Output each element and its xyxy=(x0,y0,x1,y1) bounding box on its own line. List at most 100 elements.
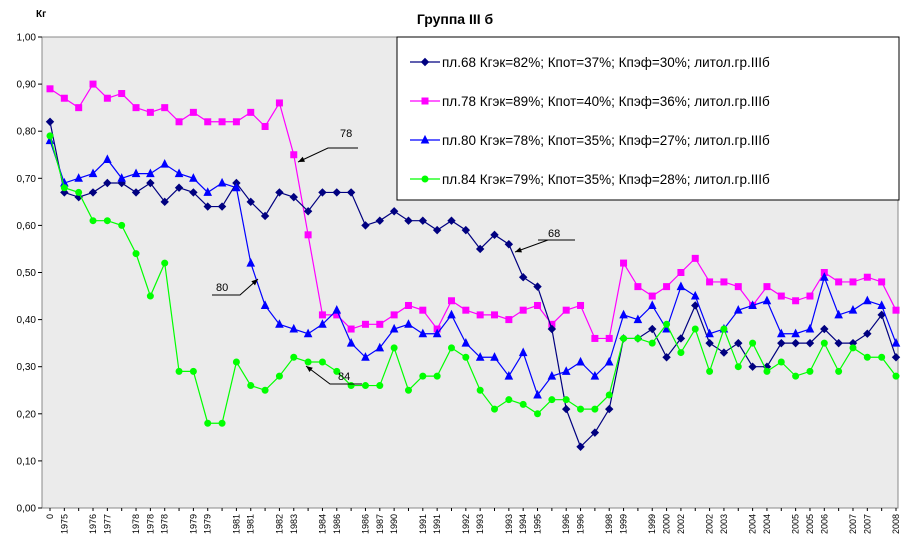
marker xyxy=(561,366,571,375)
marker xyxy=(247,108,255,116)
x-tick-label: 1991 xyxy=(432,514,442,534)
marker xyxy=(891,353,901,362)
marker xyxy=(217,202,227,211)
marker xyxy=(118,90,126,98)
marker xyxy=(232,118,240,126)
marker xyxy=(75,188,83,196)
marker xyxy=(648,292,656,300)
marker xyxy=(591,405,599,413)
marker xyxy=(433,372,441,380)
marker xyxy=(89,217,97,225)
marker xyxy=(835,278,843,286)
marker xyxy=(749,339,757,347)
series-line xyxy=(49,140,897,397)
x-tick-label: 1991 xyxy=(418,514,428,534)
marker xyxy=(505,316,513,324)
x-tick-label: 1999 xyxy=(647,514,657,534)
marker xyxy=(534,410,542,418)
marker xyxy=(45,117,55,126)
marker xyxy=(663,320,671,328)
y-tick-label: 0,10 xyxy=(17,456,37,467)
marker xyxy=(462,306,470,314)
x-tick-label: 2004 xyxy=(748,514,758,534)
marker xyxy=(662,353,671,362)
marker xyxy=(734,283,742,291)
annotation-arrowhead xyxy=(306,366,313,373)
marker xyxy=(232,182,241,192)
marker xyxy=(878,278,886,286)
marker xyxy=(203,187,213,196)
marker xyxy=(375,342,385,352)
y-tick-label: 0,30 xyxy=(17,362,37,373)
marker xyxy=(519,306,527,314)
marker xyxy=(776,328,786,338)
marker xyxy=(519,400,527,408)
x-tick-label: 1981 xyxy=(231,514,241,534)
marker xyxy=(346,188,356,197)
marker xyxy=(590,371,600,380)
marker xyxy=(303,207,313,216)
legend-box xyxy=(396,36,900,201)
marker xyxy=(161,259,169,267)
marker xyxy=(117,173,127,182)
annotation-arrowhead xyxy=(251,279,258,286)
marker xyxy=(705,328,714,338)
marker xyxy=(505,396,513,404)
legend-label: пл.80 Кгэк=78%; Кпот=35%; Кпэф=27%; лито… xyxy=(442,133,770,148)
marker xyxy=(204,118,212,126)
annotation: 78 xyxy=(340,128,352,140)
annotation-leader xyxy=(305,365,362,385)
marker xyxy=(46,132,54,140)
marker xyxy=(88,168,98,178)
marker xyxy=(576,442,585,451)
marker xyxy=(705,338,714,348)
marker xyxy=(447,297,455,305)
y-tick-label: 0,50 xyxy=(17,268,37,279)
marker xyxy=(318,358,326,366)
marker xyxy=(605,404,614,414)
x-tick-label: 1982 xyxy=(274,514,284,534)
marker xyxy=(375,216,385,225)
marker xyxy=(175,367,183,375)
x-tick-label: 2000 xyxy=(662,514,672,534)
marker xyxy=(432,328,442,338)
marker xyxy=(863,329,872,338)
marker xyxy=(390,311,398,319)
marker xyxy=(261,122,269,130)
marker xyxy=(189,188,198,197)
marker xyxy=(834,309,843,319)
marker xyxy=(763,283,771,291)
marker xyxy=(663,283,671,291)
marker xyxy=(146,108,154,116)
marker xyxy=(160,197,169,207)
marker xyxy=(421,175,429,183)
x-tick-label: 2003 xyxy=(719,514,729,534)
marker xyxy=(834,338,843,348)
x-tick-label: 1975 xyxy=(59,514,69,534)
x-tick-label: 1984 xyxy=(317,514,327,534)
marker xyxy=(620,334,628,342)
marker xyxy=(103,217,111,225)
marker xyxy=(647,300,657,309)
marker xyxy=(333,367,341,375)
marker xyxy=(389,323,399,333)
marker xyxy=(60,184,68,192)
marker xyxy=(634,283,642,291)
marker xyxy=(577,405,585,413)
marker xyxy=(419,306,427,314)
y-tick-label: 1,00 xyxy=(17,33,37,44)
marker xyxy=(189,173,198,182)
y-tick-label: 0,70 xyxy=(17,174,37,185)
marker xyxy=(461,338,471,347)
marker xyxy=(75,104,83,112)
marker xyxy=(777,292,785,300)
x-tick-label: 2004 xyxy=(762,514,772,534)
x-tick-label: 2002 xyxy=(676,514,686,534)
y-axis-label: Кг xyxy=(36,9,46,20)
legend: пл.68 Кгэк=82%; Кпот=37%; Кпэф=30%; лито… xyxy=(396,36,900,201)
marker xyxy=(591,334,599,342)
marker xyxy=(289,323,299,333)
marker xyxy=(891,338,901,347)
marker xyxy=(792,372,800,380)
